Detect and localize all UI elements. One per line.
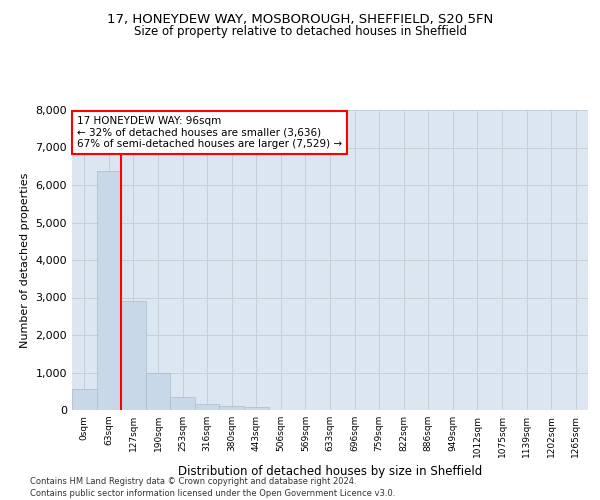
- X-axis label: Distribution of detached houses by size in Sheffield: Distribution of detached houses by size …: [178, 466, 482, 478]
- Text: 17 HONEYDEW WAY: 96sqm
← 32% of detached houses are smaller (3,636)
67% of semi-: 17 HONEYDEW WAY: 96sqm ← 32% of detached…: [77, 116, 342, 149]
- Bar: [170, 397, 195, 410]
- Bar: [244, 407, 269, 410]
- Bar: [146, 373, 170, 410]
- Text: Contains public sector information licensed under the Open Government Licence v3: Contains public sector information licen…: [30, 489, 395, 498]
- Y-axis label: Number of detached properties: Number of detached properties: [20, 172, 30, 348]
- Text: Contains HM Land Registry data © Crown copyright and database right 2024.: Contains HM Land Registry data © Crown c…: [30, 478, 356, 486]
- Bar: [195, 404, 220, 410]
- Bar: [121, 300, 146, 410]
- Text: Size of property relative to detached houses in Sheffield: Size of property relative to detached ho…: [133, 25, 467, 38]
- Text: 17, HONEYDEW WAY, MOSBOROUGH, SHEFFIELD, S20 5FN: 17, HONEYDEW WAY, MOSBOROUGH, SHEFFIELD,…: [107, 12, 493, 26]
- Bar: [97, 171, 121, 410]
- Bar: [72, 388, 97, 410]
- Bar: [220, 406, 244, 410]
